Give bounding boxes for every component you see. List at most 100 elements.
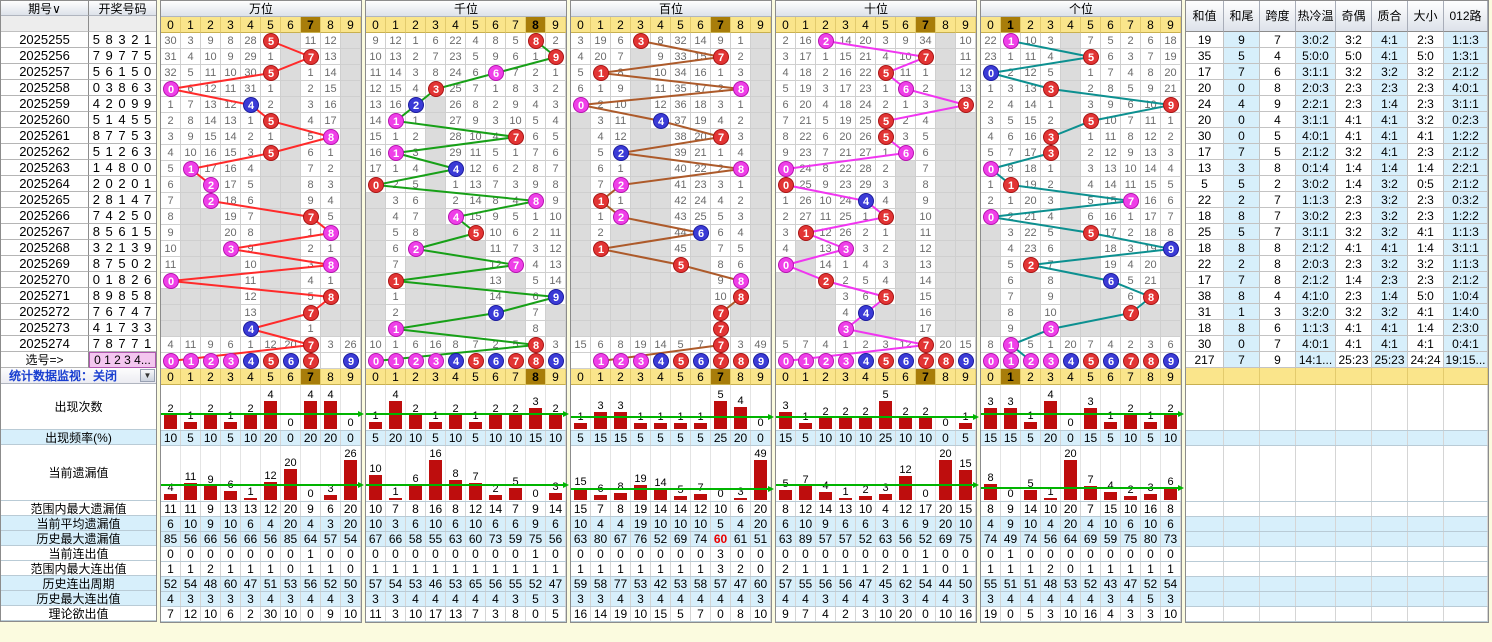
summary-cell: 3 (1260, 304, 1296, 320)
grid-cell: 1 (731, 33, 751, 49)
grid-cell: 2 (486, 337, 506, 353)
bar (369, 422, 382, 429)
column-header[interactable]: 质合 (1372, 1, 1408, 32)
select-ball-cell[interactable] (426, 353, 446, 369)
bar-value-label: 5 (512, 475, 519, 488)
select-ball-cell[interactable] (956, 353, 976, 369)
select-ball-cell[interactable] (751, 353, 771, 369)
select-ball-cell[interactable] (301, 353, 321, 369)
column-header[interactable]: 和尾 (1224, 1, 1260, 32)
select-ball-cell[interactable] (876, 353, 896, 369)
select-ball-cell[interactable] (711, 353, 731, 369)
bar-value-label: 3 (782, 400, 789, 413)
select-ball-cell[interactable] (526, 353, 546, 369)
summary-cell: 1:4 (1336, 176, 1372, 192)
select-ball-cell[interactable] (936, 353, 956, 369)
grid-cell: 5 (241, 177, 261, 193)
grid-cell: 3 (591, 113, 611, 129)
select-ball-cell[interactable] (1001, 353, 1021, 369)
grid-cell (631, 161, 651, 177)
select-ball-cell[interactable] (466, 353, 486, 369)
grid-cell (1041, 129, 1061, 145)
select-ball-cell[interactable] (386, 353, 406, 369)
select-ball-cell[interactable] (241, 353, 261, 369)
yellow-spacer-cell (1444, 368, 1488, 384)
bar-cell: 4 (261, 385, 281, 430)
column-header[interactable]: 012路 (1444, 1, 1488, 32)
stats-cell: 53 (1061, 577, 1081, 591)
grid-cell (1061, 209, 1081, 225)
grid-cell (631, 225, 651, 241)
grid-cell: 1 (876, 145, 896, 161)
select-ball-cell[interactable] (651, 353, 671, 369)
select-ball-cell[interactable] (1021, 353, 1041, 369)
select-ball-cell[interactable] (571, 353, 591, 369)
column-header[interactable]: 和值 (1186, 1, 1224, 32)
select-value-field[interactable]: 0 1 2 3 4... (89, 352, 156, 368)
column-header[interactable]: 大小 (1408, 1, 1444, 32)
select-ball-cell[interactable] (981, 353, 1001, 369)
select-ball-cell[interactable] (1101, 353, 1121, 369)
select-ball-cell[interactable] (181, 353, 201, 369)
select-ball-cell[interactable] (896, 353, 916, 369)
select-ball-cell[interactable] (1121, 353, 1141, 369)
select-ball-cell[interactable] (816, 353, 836, 369)
select-ball-cell[interactable] (366, 353, 386, 369)
select-ball-cell[interactable] (161, 353, 181, 369)
summary-cell: 3:2 (1408, 64, 1444, 80)
select-ball-cell[interactable] (1161, 353, 1181, 369)
select-ball-cell[interactable] (856, 353, 876, 369)
summary-cell: 3:2 (1336, 144, 1372, 160)
select-ball-cell[interactable] (691, 353, 711, 369)
numbers-column-header[interactable]: 开奖号码 (89, 1, 156, 16)
select-ball-cell[interactable] (1041, 353, 1061, 369)
column-header[interactable]: 热冷温 (1296, 1, 1336, 32)
grid-cell: 3 (321, 177, 341, 193)
select-ball-cell[interactable] (281, 353, 301, 369)
select-ball-cell[interactable] (506, 353, 526, 369)
period-column-header[interactable]: 期号∨ (1, 1, 89, 16)
column-header[interactable]: 奇偶 (1336, 1, 1372, 32)
bar-value-label: 2 (922, 405, 929, 418)
select-ball-cell[interactable] (631, 353, 651, 369)
column-header[interactable]: 跨度 (1260, 1, 1296, 32)
select-ball-cell[interactable] (486, 353, 506, 369)
select-ball-cell[interactable] (546, 353, 566, 369)
select-ball-cell[interactable] (446, 353, 466, 369)
winning-numbers-cell: 7 9 7 7 5 (89, 48, 156, 64)
select-ball-cell[interactable] (261, 353, 281, 369)
grid-cell (341, 305, 361, 321)
stats-cell: 17 (426, 607, 446, 621)
select-ball-cell[interactable] (321, 353, 341, 369)
summary-data-row: 22 2 7 1:1:3 2:3 3:2 2:3 0:3:2 (1186, 192, 1488, 208)
select-ball-cell[interactable] (796, 353, 816, 369)
stats-cell: 2 (201, 562, 221, 576)
stats-cell: 1 (506, 562, 526, 576)
summary-cell: 2:1:2 (1444, 176, 1488, 192)
select-ball-cell[interactable] (1061, 353, 1081, 369)
select-ball-cell[interactable] (611, 353, 631, 369)
grid-cell (936, 81, 956, 97)
stats-cell: 1 (1101, 562, 1121, 576)
select-ball-cell[interactable] (591, 353, 611, 369)
summary-data-row: 20 0 4 3:1:1 4:1 4:1 3:2 0:2:3 (1186, 112, 1488, 128)
dropdown-arrow-icon[interactable]: ▼ (140, 369, 155, 382)
select-ball-cell[interactable] (916, 353, 936, 369)
select-ball-cell[interactable] (1141, 353, 1161, 369)
select-ball-cell[interactable] (341, 353, 361, 369)
select-ball-cell[interactable] (776, 353, 796, 369)
grid-cell (341, 49, 361, 65)
select-ball-cell[interactable] (201, 353, 221, 369)
monitor-toggle-row[interactable]: 统计数据监视：关闭 ▼ (1, 368, 156, 384)
grid-cell: 6 (1121, 289, 1141, 305)
empty-stats-cell (1408, 577, 1444, 591)
select-ball-cell[interactable] (836, 353, 856, 369)
stats-cell: 54 (181, 577, 201, 591)
select-ball-cell[interactable] (406, 353, 426, 369)
select-ball-cell[interactable] (1081, 353, 1101, 369)
select-ball-cell[interactable] (671, 353, 691, 369)
select-ball-cell[interactable] (731, 353, 751, 369)
select-ball-cell[interactable] (221, 353, 241, 369)
